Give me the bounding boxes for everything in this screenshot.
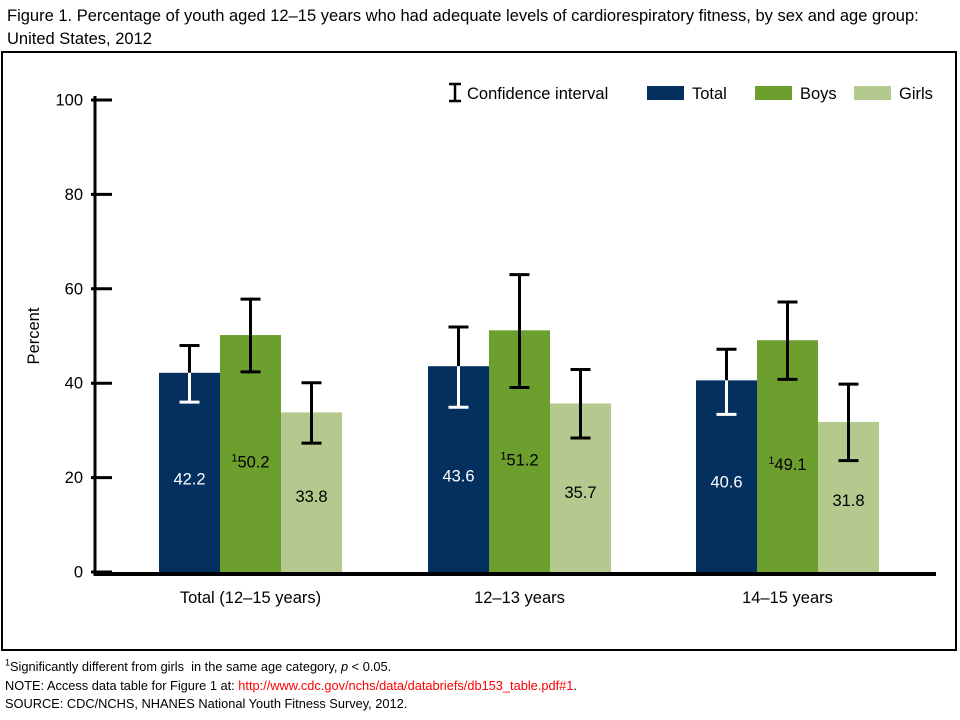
y-tick-label: 0 xyxy=(74,564,83,582)
footnotes: 1Significantly different from girls in t… xyxy=(5,658,955,714)
data-table-link[interactable]: http://www.cdc.gov/nchs/data/databriefs/… xyxy=(238,677,574,693)
legend-swatch-total xyxy=(647,86,684,100)
y-axis-title: Percent xyxy=(25,307,43,364)
legend-label-girls: Girls xyxy=(899,85,933,103)
y-tick-label: 100 xyxy=(55,92,83,110)
bar-value-label: 33.8 xyxy=(295,488,327,506)
y-tick-label: 60 xyxy=(65,280,83,298)
fitness-bar-chart: 0 20 40 60 80 100 Percent 42.2 43.6 40.6 150.2 151.… xyxy=(25,82,936,607)
y-tick-label: 20 xyxy=(65,469,83,487)
legend-swatch-boys xyxy=(755,86,792,100)
bar-value-label: 151.2 xyxy=(500,451,538,470)
bar-value-label: 43.6 xyxy=(442,467,474,485)
bar-value-label: 40.6 xyxy=(710,474,742,492)
footnote-note: NOTE: Access data table for Figure 1 at:… xyxy=(5,677,955,696)
footnote-source: SOURCE: CDC/NCHS, NHANES National Youth … xyxy=(5,696,408,711)
x-category-label-3: 14–15 years xyxy=(742,589,833,607)
bar-value-label: 150.2 xyxy=(231,453,269,472)
footnote-significance: 1Significantly different from girls in t… xyxy=(5,658,955,677)
bar-value-label: 149.1 xyxy=(768,455,806,474)
x-category-label-1: Total (12–15 years) xyxy=(180,589,321,607)
figure-title: Figure 1. Percentage of youth aged 12–15… xyxy=(7,7,919,48)
footnote-note-prefix: NOTE: Access data table for Figure 1 at: xyxy=(5,677,239,693)
footnote-marker: 1 xyxy=(5,657,11,668)
bar-boys-group1 xyxy=(220,335,281,572)
legend-label-boys: Boys xyxy=(800,85,837,103)
footnote-p-symbol: p xyxy=(341,659,349,674)
x-category-label-2: 12–13 years xyxy=(474,589,565,607)
y-tick-label: 40 xyxy=(65,375,83,393)
confidence-interval-legend-label: Confidence interval xyxy=(467,85,608,103)
footnote-significance-rest: < 0.05. xyxy=(348,659,392,674)
legend-label-total: Total xyxy=(692,85,727,103)
legend-swatch-girls xyxy=(854,86,891,100)
footnote-note-suffix: . xyxy=(573,677,577,693)
bar-value-label: 31.8 xyxy=(832,492,864,510)
bar-total-group1 xyxy=(159,372,220,572)
footnote-significance-text: Significantly different from girls in th… xyxy=(10,659,341,674)
bar-value-label: 42.2 xyxy=(173,470,205,488)
chart-container: 0 20 40 60 80 100 Percent 42.2 43.6 40.6 150.2 151.… xyxy=(1,51,957,651)
y-tick-label: 80 xyxy=(65,186,83,204)
bar-value-label: 35.7 xyxy=(564,484,596,502)
